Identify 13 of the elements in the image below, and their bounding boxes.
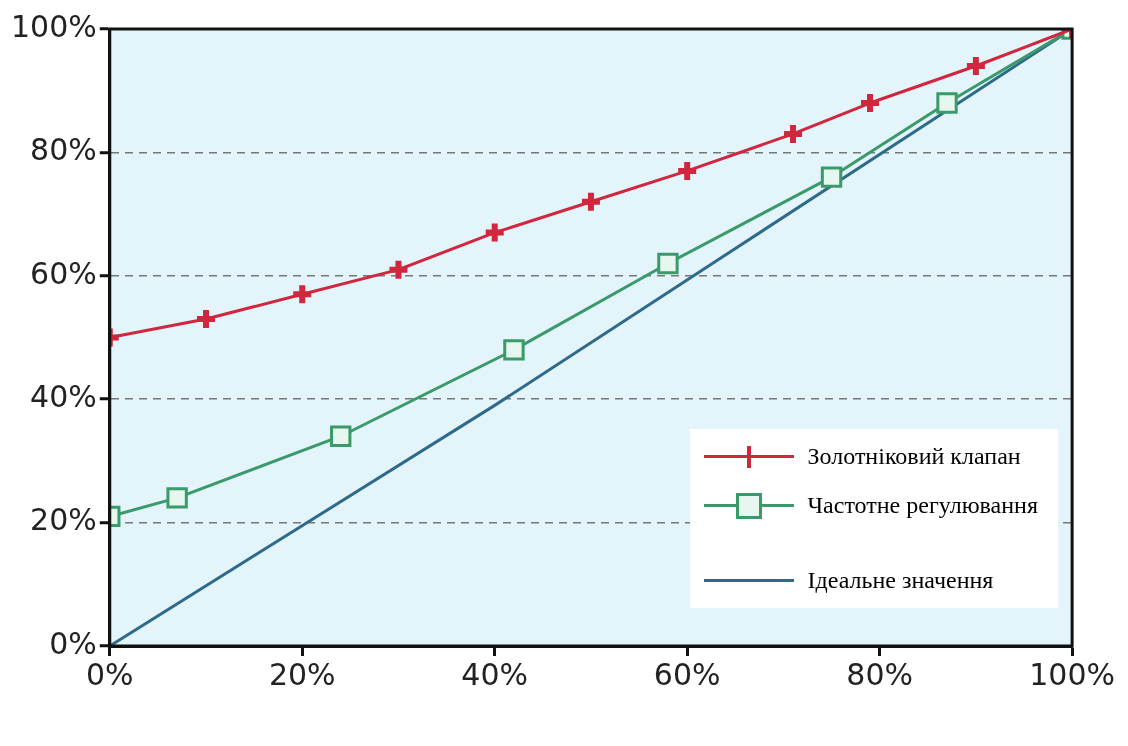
y-tick-label: 100% xyxy=(10,8,97,44)
x-tick-label: 60% xyxy=(653,656,721,692)
y-tick-label: 20% xyxy=(30,502,97,538)
y-tick-label: 80% xyxy=(30,132,97,168)
legend-label: Золотніковий клапан xyxy=(807,443,1021,470)
legend-label: Частотне регулювання xyxy=(807,492,1038,519)
legend-label: Ідеальне значення xyxy=(807,567,994,594)
x-tick-label: 20% xyxy=(268,656,336,692)
x-tick-label: 80% xyxy=(846,656,913,692)
x-tick-label: 40% xyxy=(461,656,529,692)
y-tick-label: 60% xyxy=(30,255,97,291)
y-tick-label: 40% xyxy=(30,379,97,414)
x-tick-label: 100% xyxy=(1029,656,1116,692)
